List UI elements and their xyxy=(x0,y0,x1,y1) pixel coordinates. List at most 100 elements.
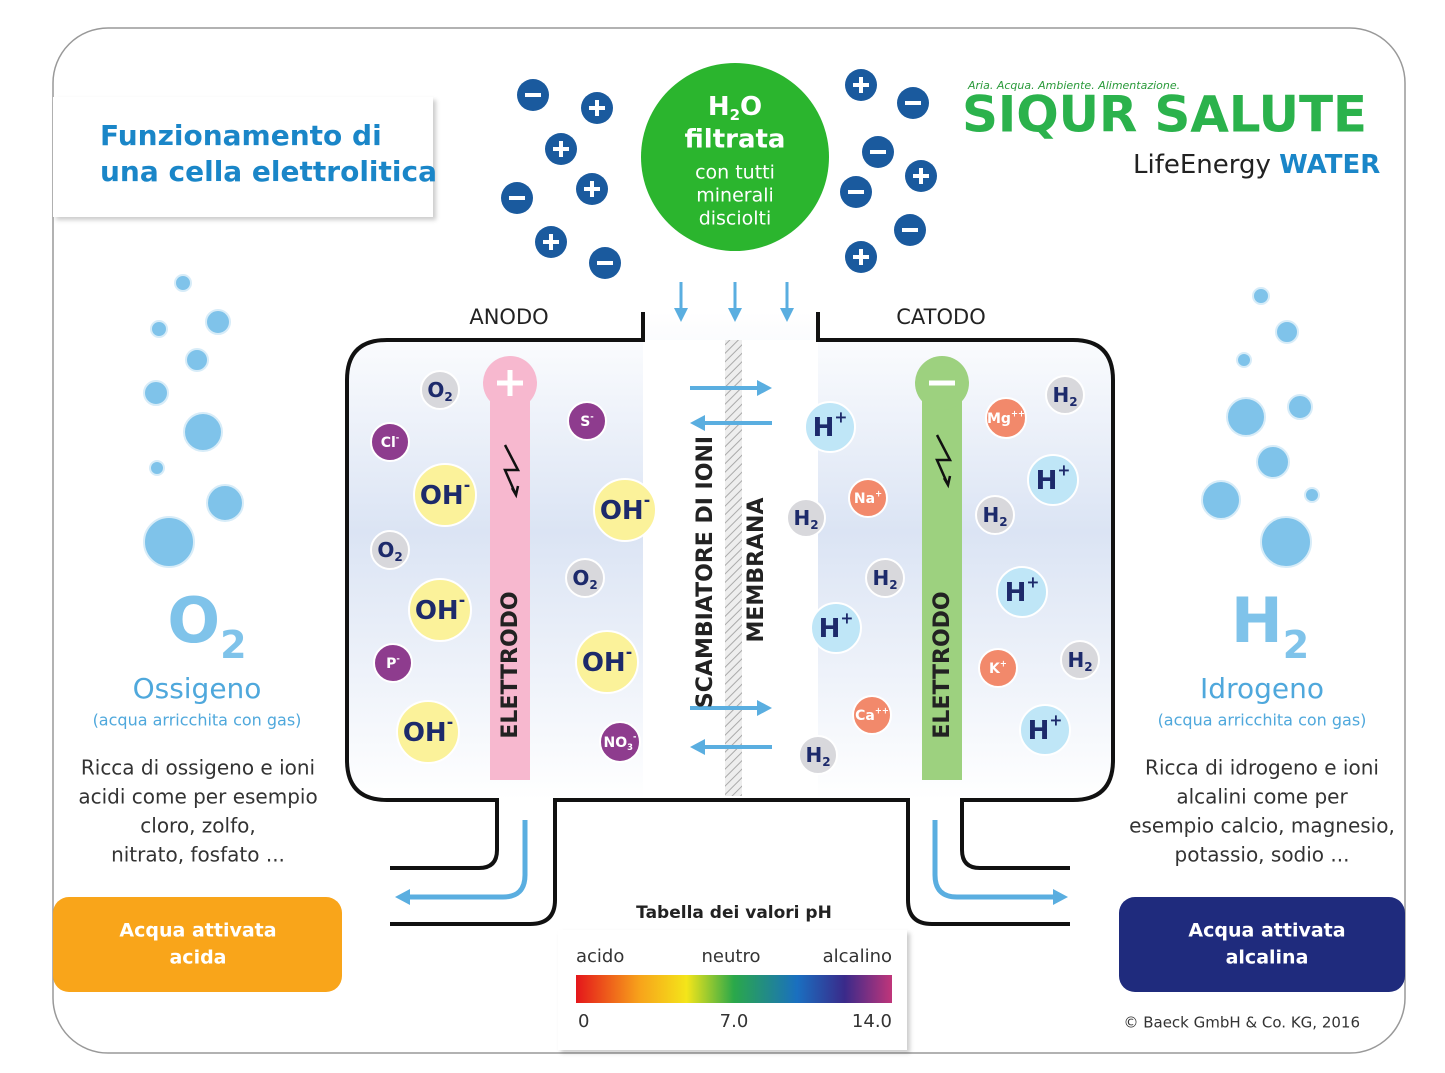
ion-sup: + xyxy=(1049,711,1062,729)
arrow-head xyxy=(690,415,705,431)
ion-sup: - xyxy=(626,643,632,661)
ion-base: OH xyxy=(420,481,464,511)
ion-label: H2 xyxy=(805,743,830,769)
ion xyxy=(413,463,477,527)
input-word: filtrata xyxy=(685,125,786,155)
ion xyxy=(420,370,460,410)
ion-sup: - xyxy=(396,653,400,663)
ion-sub: 2 xyxy=(822,755,830,769)
ion-base: Cl xyxy=(381,435,396,451)
ion-label: Cl- xyxy=(381,432,400,451)
ion-base: S xyxy=(580,414,590,430)
ion-label: K+ xyxy=(989,658,1007,677)
ion-label: O2 xyxy=(427,378,452,404)
output-acid xyxy=(53,897,342,992)
ion-label: Na+ xyxy=(854,488,882,507)
ph-label: neutro xyxy=(702,946,761,967)
membrane-label: MEMBRANA xyxy=(744,498,769,643)
ion-sub: 2 xyxy=(1069,395,1077,409)
sign-mark xyxy=(853,249,869,265)
input-line: minerali xyxy=(696,185,774,207)
ion-base: K xyxy=(989,661,1001,677)
ion-base: Mg xyxy=(987,411,1011,427)
arrow-head xyxy=(757,380,772,396)
ion-base: H xyxy=(1067,648,1084,672)
ion-sup: - xyxy=(459,591,465,609)
ion xyxy=(810,602,862,654)
gas-symbol-base: O xyxy=(167,584,220,657)
ion-label: H2 xyxy=(793,506,818,532)
input-formula: H2O xyxy=(708,92,762,124)
ion-sub: 2 xyxy=(589,578,597,592)
ion-base: H xyxy=(805,743,822,767)
ion xyxy=(798,735,838,775)
ion-base: O xyxy=(377,538,394,562)
gas-bubble xyxy=(183,412,223,452)
ion-label: OH- xyxy=(403,713,453,747)
ion-base: OH xyxy=(403,718,447,748)
ion-label: H+ xyxy=(813,408,848,442)
electrode xyxy=(922,385,962,780)
output-label: Acqua attivata xyxy=(1188,920,1345,942)
ion-label: H+ xyxy=(1028,711,1063,745)
ion-sub: 3 xyxy=(627,742,633,752)
ion-base: OH xyxy=(600,496,644,526)
f-h: H xyxy=(708,92,730,122)
output-label: alcalina xyxy=(1226,947,1309,969)
ion-base: H xyxy=(819,614,841,644)
ion-base: H xyxy=(1028,716,1050,746)
arrow-head xyxy=(757,700,772,716)
copyright: © Baeck GmbH & Co. KG, 2016 xyxy=(1123,1014,1360,1032)
ion xyxy=(370,422,410,462)
ion-label: OH- xyxy=(600,491,650,525)
ion xyxy=(1027,454,1079,506)
ion-label: Ca++ xyxy=(855,705,889,724)
gas-bubble xyxy=(150,320,168,338)
ion-base: Na xyxy=(854,491,875,507)
ion-label: OH- xyxy=(415,591,465,625)
gas-bubble xyxy=(1256,445,1290,479)
ion-sub: 2 xyxy=(1084,660,1092,674)
gas-bubble xyxy=(149,460,165,476)
ion-label: H+ xyxy=(1005,573,1040,607)
ph-scale xyxy=(576,975,892,1003)
output-alkaline xyxy=(1119,897,1405,992)
gas-bubble xyxy=(205,309,231,335)
ion xyxy=(575,630,639,694)
description-line: Ricca di idrogeno e ioni xyxy=(1145,756,1379,780)
sign-mark xyxy=(913,168,929,184)
gas-symbol-sub: 2 xyxy=(220,623,246,667)
ph-label: alcalino xyxy=(823,946,892,967)
ion xyxy=(985,397,1027,439)
gas-bubble xyxy=(174,274,192,292)
gas-note: (acqua arricchita con gas) xyxy=(1158,711,1367,730)
ion-base: OH xyxy=(415,596,459,626)
ion xyxy=(599,721,641,763)
description-line: acidi come per esempio xyxy=(78,785,317,809)
ion-sup: ++ xyxy=(1011,408,1025,418)
output-label: Acqua attivata xyxy=(119,920,276,942)
description-line: esempio calcio, magnesio, xyxy=(1129,814,1395,838)
anode-label: ANODO xyxy=(469,305,548,329)
ion-sub: 2 xyxy=(999,515,1007,529)
ion xyxy=(370,530,410,570)
bolt xyxy=(935,434,953,489)
ion-sup: - xyxy=(396,432,400,442)
title-box xyxy=(53,97,433,217)
ion-label: H2 xyxy=(1052,383,1077,409)
ph-value: 14.0 xyxy=(852,1011,892,1032)
ion-sub: 2 xyxy=(889,578,897,592)
gas-bubble xyxy=(185,348,209,372)
ion-base: H xyxy=(1005,578,1027,608)
ion-label: OH- xyxy=(582,643,632,677)
description-line: potassio, sodio ... xyxy=(1175,843,1350,867)
sign-mark xyxy=(543,234,559,250)
ion-sup: + xyxy=(1000,658,1007,668)
logo-sub: LifeEnergy WATER xyxy=(1133,150,1380,180)
electrode-label: ELETTRODO xyxy=(498,591,523,738)
input-circle xyxy=(641,63,829,251)
gas-symbol-base: H xyxy=(1231,584,1283,657)
gas-bubble xyxy=(143,516,195,568)
ion xyxy=(848,478,888,518)
ion-base: H xyxy=(872,566,889,590)
